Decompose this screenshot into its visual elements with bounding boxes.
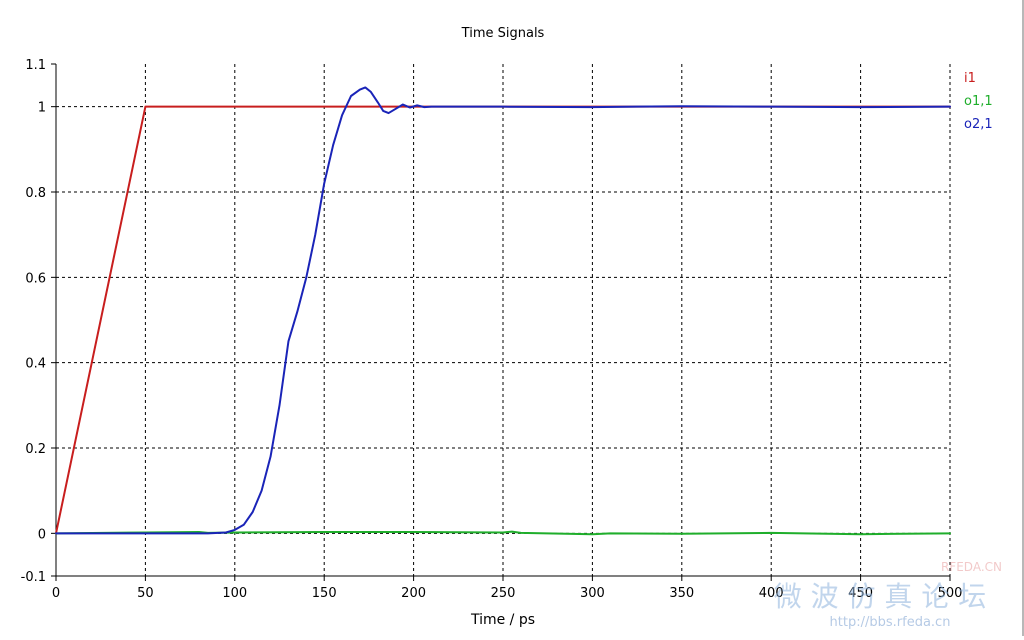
series-layer (55, 86, 951, 536)
tick-layer: 0 50 100 150 200 250 300 350 400 450 500 -0.1 0 0.2 0.… (21, 58, 963, 601)
legend: i1 o1,1 o2,1 (964, 71, 993, 132)
y-tick-label: -0.1 (21, 570, 46, 585)
x-tick-label: 250 (491, 586, 516, 601)
chart-title: Time Signals (461, 26, 545, 41)
y-tick-label: 0.2 (25, 442, 46, 457)
legend-entry: i1 (964, 71, 976, 86)
window-edge (1022, 0, 1024, 636)
y-tick-label: 0.8 (25, 186, 46, 201)
x-axis-label: Time / ps (470, 612, 535, 628)
y-tick-label: 0 (38, 527, 46, 542)
y-tick-label: 0.4 (25, 357, 46, 372)
x-tick-label: 500 (938, 586, 963, 601)
x-tick-label: 50 (137, 586, 154, 601)
x-tick-label: 350 (669, 586, 694, 601)
watermark-main: 微 波 仿 真 论 坛 (774, 580, 987, 613)
x-tick-label: 450 (848, 586, 873, 601)
legend-entry: o1,1 (964, 94, 993, 109)
x-tick-label: 150 (312, 586, 337, 601)
x-tick-label: 100 (222, 586, 247, 601)
y-tick-label: 0.6 (25, 271, 46, 286)
watermark: RFEDA.CN 微 波 仿 真 论 坛 http://bbs.rfeda.cn (774, 560, 1002, 630)
x-tick-label: 400 (759, 586, 784, 601)
series-line-o2-1 (55, 86, 951, 535)
legend-entry: o2,1 (964, 117, 993, 132)
watermark-brand: RFEDA.CN (941, 560, 1002, 574)
y-tick-label: 1.1 (25, 58, 46, 73)
y-tick-label: 1 (38, 101, 46, 116)
x-tick-label: 0 (52, 586, 60, 601)
x-tick-label: 300 (580, 586, 605, 601)
watermark-url: http://bbs.rfeda.cn (830, 615, 951, 630)
x-tick-label: 200 (401, 586, 426, 601)
